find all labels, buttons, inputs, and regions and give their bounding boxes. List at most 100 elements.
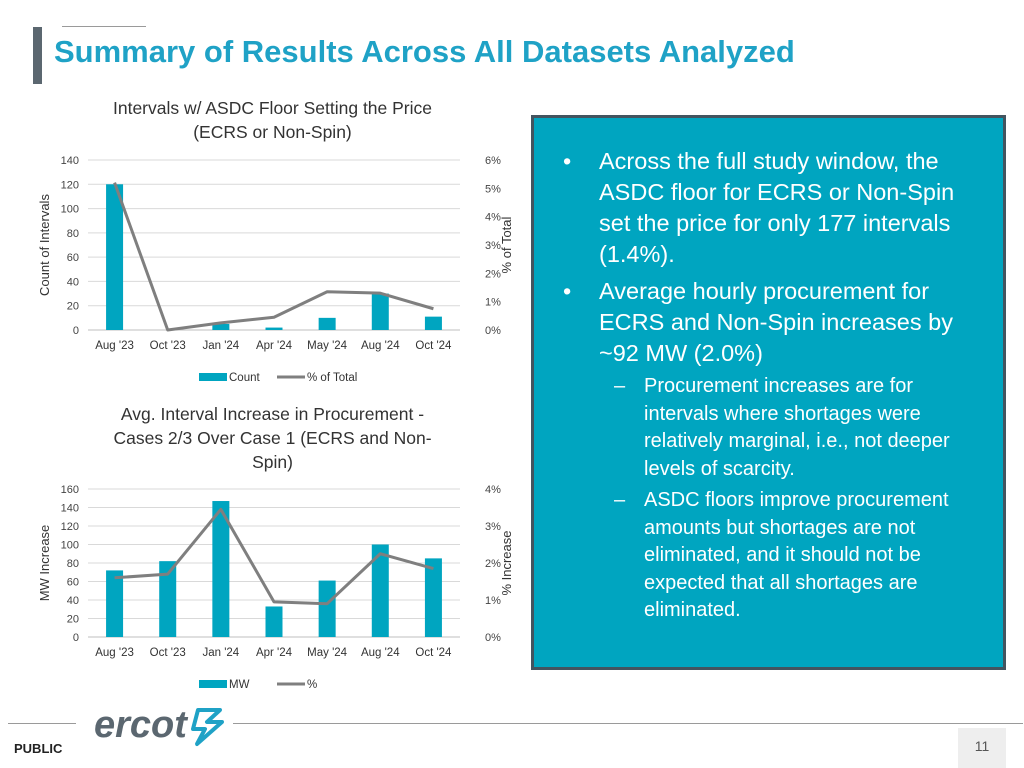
chart1-svg: 0 20 40 60 80 100 120 140 0% 1% 2% 3% 4% 5% 6% Count of… [37, 155, 514, 384]
chart1-y2-tick-label: 5% [485, 183, 501, 195]
chart1-y-axis-title: Count of Intervals [37, 194, 52, 296]
chart1-title: Intervals w/ ASDC Floor Setting the Pric… [60, 96, 485, 144]
chart1-x-tick-label: Aug '24 [361, 340, 400, 352]
page-number-box: 11 [958, 728, 1006, 768]
chart1-y2-axis-title: % of Total [499, 216, 514, 273]
chart2-title-line: Avg. Interval Increase in Procurement - [120, 404, 425, 424]
chart1-y2-tick-label: 2% [485, 268, 501, 280]
top-rule [62, 26, 146, 27]
chart1-y-tick-label: 140 [61, 155, 79, 167]
chart2-x-tick-label: Oct '24 [415, 647, 452, 659]
chart1-y2-tick-label: 6% [485, 155, 501, 167]
dash-icon: – [614, 489, 626, 511]
chart2-legend-line-label: % [307, 679, 317, 691]
chart2-y2-tick-label: 2% [485, 558, 501, 570]
chart1-bar [318, 317, 336, 330]
sub-bullet-item: – ASDC floors improve procurement amount… [614, 487, 989, 625]
chart1-x-tick-label: May '24 [307, 340, 348, 352]
chart1-legend-line-label: % of Total [307, 372, 357, 384]
footer-rule-left [8, 723, 76, 724]
chart1-y2-tick-label: 1% [485, 297, 501, 309]
chart1-title-line: Intervals w/ ASDC Floor Setting the Pric… [112, 98, 433, 118]
slide-title: Summary of Results Across All Datasets A… [54, 34, 795, 69]
chart1-bar [371, 293, 389, 330]
chart2-bar [318, 580, 336, 637]
chart1-line-series [113, 182, 434, 332]
chart1-bar [424, 316, 442, 330]
ercot-logo: ercot [94, 704, 224, 746]
bullet-item: • Average hourly procurement for ECRS an… [563, 276, 979, 369]
chart2-y-tick-label: 120 [61, 521, 79, 533]
chart2-y-tick-label: 20 [67, 614, 79, 626]
bullet-dot-icon: • [563, 148, 572, 174]
chart2-y2-tick-label: 3% [485, 521, 501, 533]
chart1-bar [265, 327, 283, 330]
logo-wordmark: ercot [94, 704, 188, 746]
chart1-y-tick-label: 120 [61, 179, 79, 191]
chart2-legend-bar-label: MW [229, 679, 250, 691]
chart1-y-tick-label: 0 [73, 325, 79, 337]
bullet-item: • Across the full study window, the ASDC… [563, 146, 979, 270]
chart1-title-line: (ECRS or Non-Spin) [193, 122, 352, 142]
chart2-x-tick-label: Oct '23 [150, 647, 186, 659]
chart2-y-tick-label: 0 [73, 632, 79, 644]
chart2-x-tick-label: Jan '24 [202, 647, 239, 659]
dash-icon: – [614, 375, 626, 397]
chart1-x-tick-label: Jan '24 [202, 340, 239, 352]
sub-bullet-text: ASDC floors improve procurement amounts … [644, 489, 949, 621]
chart2-x-tick-label: Aug '24 [361, 647, 400, 659]
chart2-bar [212, 501, 230, 637]
chart2-title-line: Cases 2/3 Over Case 1 (ECRS and Non- [113, 428, 432, 448]
bullet-text: Average hourly procurement for ECRS and … [599, 278, 953, 366]
chart1-y-tick-label: 60 [67, 252, 79, 264]
chart2-bar [424, 558, 442, 637]
chart1-x-tick-label: Oct '23 [150, 340, 186, 352]
chart2-title: Avg. Interval Increase in Procurement - … [60, 402, 485, 474]
chart1-y-tick-label: 100 [61, 204, 79, 216]
chart2-x-tick-label: Apr '24 [256, 647, 293, 659]
sub-bullet-text: Procurement increases are for intervals … [644, 375, 950, 480]
chart2-bar [265, 606, 283, 637]
chart2-y-tick-label: 40 [67, 595, 79, 607]
chart2-x-tick-label: May '24 [307, 647, 348, 659]
summary-panel [531, 115, 1006, 670]
chart1-x-tick-label: Apr '24 [256, 340, 293, 352]
chart2-x-tick-label: Aug '23 [95, 647, 134, 659]
chart2-svg: 0 20 40 60 80 100 120 140 160 0% 1% 2% 3% 4% MW Increa… [37, 484, 514, 691]
chart2-bar [159, 561, 177, 637]
chart2-y2-tick-label: 1% [485, 595, 501, 607]
title-accent-bar [33, 27, 42, 84]
bullet-dot-icon: • [563, 278, 572, 304]
public-label: PUBLIC [14, 741, 63, 756]
chart2-y2-tick-label: 0% [485, 632, 501, 644]
bullet-text: Across the full study window, the ASDC f… [599, 148, 955, 267]
chart2-legend-bar-swatch [199, 680, 227, 688]
chart1-x-tick-label: Aug '23 [95, 340, 134, 352]
chart2-bar [106, 570, 124, 637]
page-number: 11 [974, 738, 990, 754]
chart1-y-tick-label: 40 [67, 276, 79, 288]
chart2-y-axis-title: MW Increase [37, 525, 52, 602]
chart1-y2-tick-label: 4% [485, 212, 501, 224]
chart2-y-tick-label: 60 [67, 577, 79, 589]
chart2-bar [371, 544, 389, 637]
chart1-legend-bar-label: Count [229, 372, 260, 384]
chart1-bar [106, 184, 124, 330]
chart1-y-tick-label: 80 [67, 228, 79, 240]
chart2-line-series [114, 507, 434, 606]
chart1-legend-bar-swatch [199, 373, 227, 381]
chart1-bar [212, 323, 230, 330]
chart1-y-tick-label: 20 [67, 301, 79, 313]
chart2-y-tick-label: 100 [61, 540, 79, 552]
chart2-y2-tick-label: 4% [485, 484, 501, 496]
logo-bolt-icon [191, 708, 224, 746]
chart2-y-tick-label: 160 [61, 484, 79, 496]
chart1-x-tick-label: Oct '24 [415, 340, 452, 352]
chart1-y2-tick-label: 0% [485, 325, 501, 337]
chart2-y2-axis-title: % Increase [499, 530, 514, 595]
sub-bullet-item: – Procurement increases are for interval… [614, 373, 974, 483]
chart2-y-tick-label: 140 [61, 503, 79, 515]
chart2-title-line: Spin) [252, 452, 293, 472]
footer-rule [233, 723, 1023, 724]
chart2-y-tick-label: 80 [67, 558, 79, 570]
